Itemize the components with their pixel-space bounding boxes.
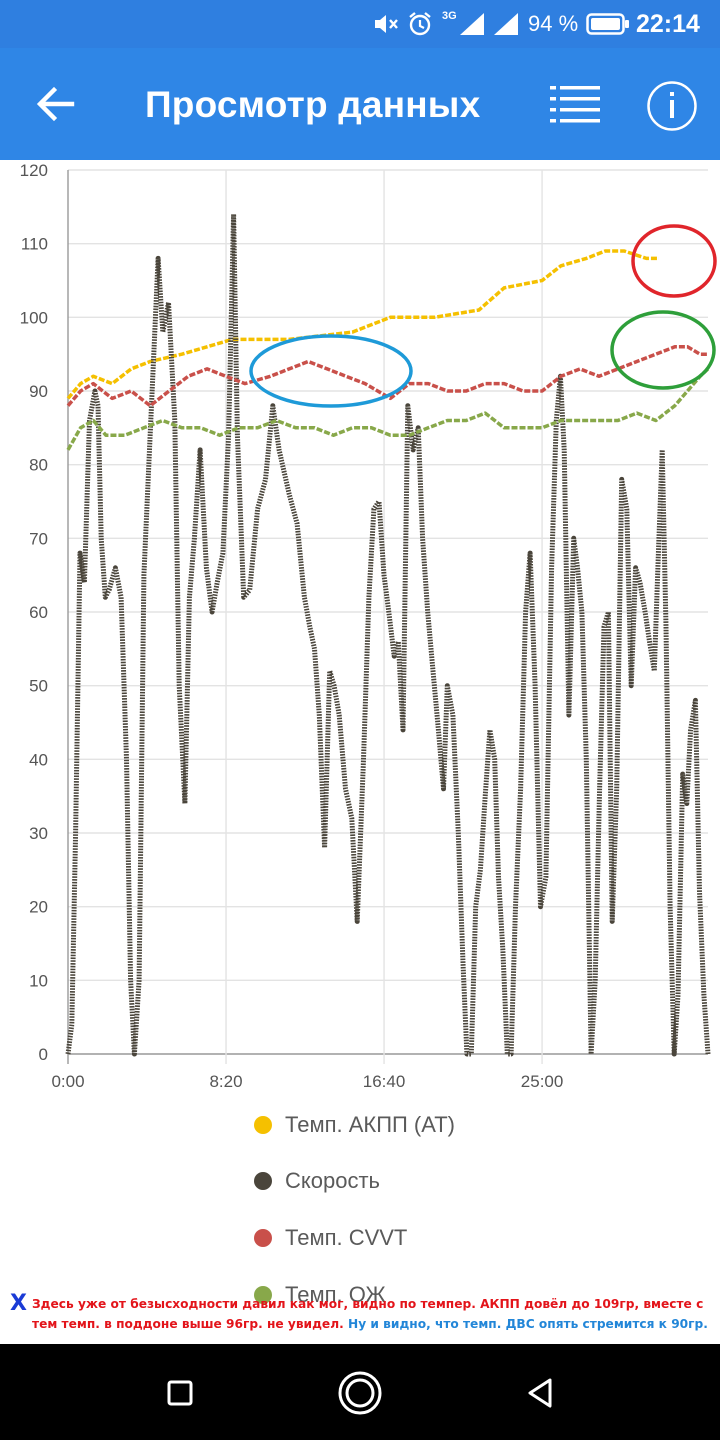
legend-dot: [254, 1286, 272, 1304]
series-line-3: [66, 367, 710, 451]
annotation-note: X Здесь уже от безысходности давил как м…: [8, 1291, 720, 1340]
navigation-bar: [0, 1344, 720, 1440]
list-icon[interactable]: [550, 84, 602, 124]
legend-dot: [254, 1229, 272, 1247]
x-tick-label: 8:20: [209, 1072, 242, 1091]
y-tick-label: 30: [29, 824, 48, 843]
x-tick-label: 0:00: [51, 1072, 84, 1091]
y-tick-label: 70: [29, 529, 48, 548]
y-tick-label: 100: [20, 308, 48, 327]
mute-icon: [372, 0, 400, 48]
y-tick-label: 10: [29, 971, 48, 990]
annotation-blue-text: Ну и видно, что темп. ДВС опять стремитс…: [348, 1317, 708, 1331]
legend-label: Темп. CVVT: [285, 1225, 408, 1250]
network-type: 3G: [442, 10, 457, 22]
status-bar: 3G 94 % 22:14: [0, 0, 720, 48]
signal-icon: [458, 0, 518, 48]
x-tick-label: 25:00: [521, 1072, 564, 1091]
legend-dot: [254, 1116, 272, 1134]
legend-label: Темп. АКПП (АТ): [285, 1112, 455, 1137]
legend-item-akpp: Темп. АКПП (АТ): [254, 1108, 455, 1142]
battery-percent: 94 %: [528, 11, 579, 36]
y-tick-label: 120: [20, 161, 48, 180]
clock: 22:14: [636, 9, 700, 38]
back-triangle-icon[interactable]: [526, 1377, 554, 1409]
y-tick-label: 40: [29, 750, 48, 769]
annotation-red-text: Здесь уже от безысходности давил как мог…: [32, 1297, 704, 1331]
chart-container: 0 10 20 30 40 50 60 70 80 90 100 110 120 0:00 8:20 16:…: [0, 160, 720, 1307]
info-icon[interactable]: [646, 80, 698, 132]
battery-icon: [586, 0, 630, 48]
recents-square-icon[interactable]: [167, 1380, 193, 1406]
legend-item-coolant: Темп. ОЖ: [254, 1278, 386, 1312]
app-bar: Просмотр данных: [0, 48, 720, 160]
legend-item-cvvt: Темп. CVVT: [254, 1221, 407, 1255]
legend-label: Темп. ОЖ: [285, 1282, 386, 1307]
legend-dot: [254, 1172, 272, 1190]
page-title: Просмотр данных: [145, 84, 481, 125]
annotation-circles: [249, 224, 717, 408]
y-tick-label: 80: [29, 456, 48, 475]
line-chart: 0 10 20 30 40 50 60 70 80 90 100 110 120 0:00 8:20 16:…: [20, 161, 717, 1091]
home-circle-icon[interactable]: [337, 1370, 383, 1416]
y-tick-label: 20: [29, 898, 48, 917]
y-tick-label: 90: [29, 382, 48, 401]
legend-item-speed: Скорость: [254, 1164, 380, 1198]
series-line-2: [66, 345, 708, 408]
y-tick-label: 60: [29, 603, 48, 622]
blue-annotation-circle: [249, 334, 413, 408]
x-tick-label: 16:40: [363, 1072, 406, 1091]
y-tick-label: 110: [21, 235, 48, 254]
series-line-0: [66, 249, 659, 400]
y-tick-label: 0: [39, 1045, 48, 1064]
legend-label: Скорость: [285, 1168, 381, 1193]
series-line-1: [65, 211, 711, 1057]
back-arrow-icon[interactable]: [32, 82, 80, 126]
green-annotation-circle: [610, 310, 716, 390]
alarm-icon: [406, 0, 434, 48]
red-annotation-circle: [631, 224, 717, 298]
x-mark: X: [10, 1291, 27, 1316]
y-tick-label: 50: [29, 677, 48, 696]
